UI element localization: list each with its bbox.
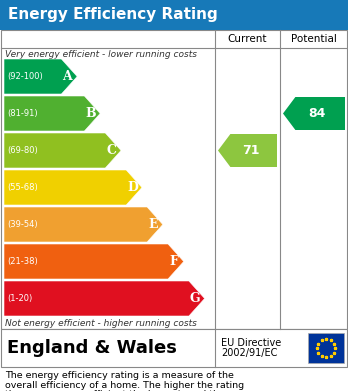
Polygon shape	[4, 244, 184, 279]
Text: England & Wales: England & Wales	[7, 339, 177, 357]
Text: A: A	[62, 70, 72, 83]
Text: The energy efficiency rating is a measure of the: The energy efficiency rating is a measur…	[5, 371, 234, 380]
Text: G: G	[190, 292, 200, 305]
Bar	[308, 333, 344, 363]
Polygon shape	[218, 134, 277, 167]
Text: 84: 84	[308, 107, 326, 120]
Text: (1-20): (1-20)	[7, 294, 32, 303]
Text: F: F	[169, 255, 178, 268]
Text: Potential: Potential	[291, 34, 337, 44]
Polygon shape	[4, 133, 121, 168]
Polygon shape	[283, 97, 345, 130]
Text: E: E	[148, 218, 158, 231]
Text: (81-91): (81-91)	[7, 109, 38, 118]
Text: (39-54): (39-54)	[7, 220, 38, 229]
Polygon shape	[4, 96, 100, 131]
Text: 71: 71	[242, 144, 259, 157]
Text: (69-80): (69-80)	[7, 146, 38, 155]
Polygon shape	[4, 281, 205, 316]
Polygon shape	[4, 59, 77, 94]
Text: Energy Efficiency Rating: Energy Efficiency Rating	[8, 7, 218, 23]
Text: (92-100): (92-100)	[7, 72, 43, 81]
Text: Current: Current	[228, 34, 267, 44]
Text: 2002/91/EC: 2002/91/EC	[221, 348, 277, 358]
Bar	[0, 0, 348, 30]
Text: B: B	[85, 107, 96, 120]
Text: overall efficiency of a home. The higher the rating: overall efficiency of a home. The higher…	[5, 380, 244, 389]
Text: EU Directive: EU Directive	[221, 338, 281, 348]
Polygon shape	[4, 207, 163, 242]
Bar	[1, 30, 347, 329]
Text: Not energy efficient - higher running costs: Not energy efficient - higher running co…	[5, 319, 197, 328]
Bar	[1, 329, 347, 367]
Text: D: D	[127, 181, 138, 194]
Text: C: C	[106, 144, 116, 157]
Text: (55-68): (55-68)	[7, 183, 38, 192]
Text: (21-38): (21-38)	[7, 257, 38, 266]
Text: the more energy efficient the home is and the: the more energy efficient the home is an…	[5, 390, 225, 391]
Text: Very energy efficient - lower running costs: Very energy efficient - lower running co…	[5, 50, 197, 59]
Polygon shape	[4, 170, 142, 205]
